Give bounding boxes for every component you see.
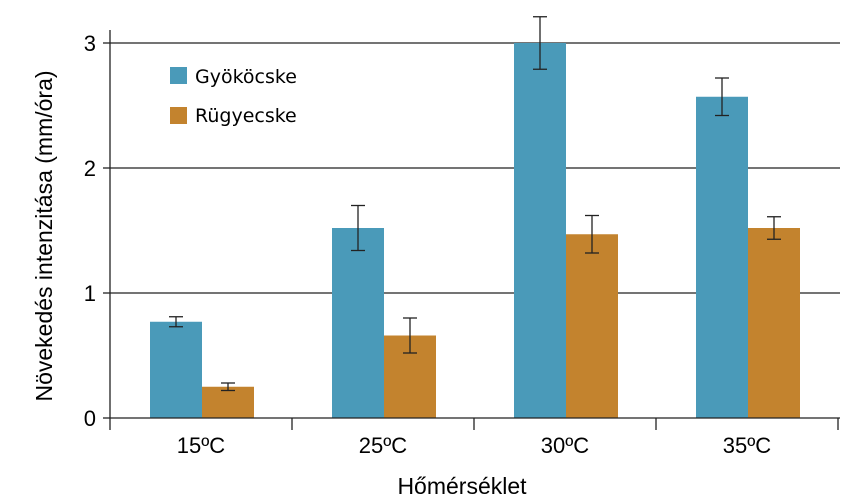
y-tick-label: 2 — [84, 156, 96, 181]
y-tick-label: 3 — [84, 31, 96, 56]
bar — [696, 96, 748, 418]
bar — [514, 43, 566, 418]
legend: Gyököcske Rügyecske — [170, 66, 297, 127]
bar — [566, 234, 618, 418]
error-bars — [169, 16, 781, 392]
y-tick-labels: 0 1 2 3 — [84, 31, 96, 431]
axes — [109, 30, 840, 430]
bar — [150, 321, 202, 418]
x-tick-label: 35ºC — [723, 433, 772, 458]
bars — [150, 43, 800, 418]
legend-label-rugyecske: Rügyecske — [195, 105, 297, 127]
x-tick-labels: 15ºC 25ºC 30ºC 35ºC — [177, 433, 772, 458]
x-tick-label: 25ºC — [359, 433, 408, 458]
bar — [748, 228, 800, 418]
y-tick-label: 0 — [84, 406, 96, 431]
x-axis-title: Hőmérséklet — [397, 473, 527, 499]
x-tick-label: 15ºC — [177, 433, 226, 458]
legend-label-gyokocske: Gyököcske — [195, 66, 297, 88]
bar — [332, 228, 384, 418]
x-tick-label: 30ºC — [541, 433, 590, 458]
legend-swatch-rugyecske — [170, 107, 187, 124]
legend-swatch-gyokocske — [170, 67, 187, 84]
y-axis-title: Növekedés intenzitása (mm/óra) — [31, 70, 57, 401]
bar — [202, 386, 254, 418]
y-tick-label: 1 — [84, 281, 96, 306]
